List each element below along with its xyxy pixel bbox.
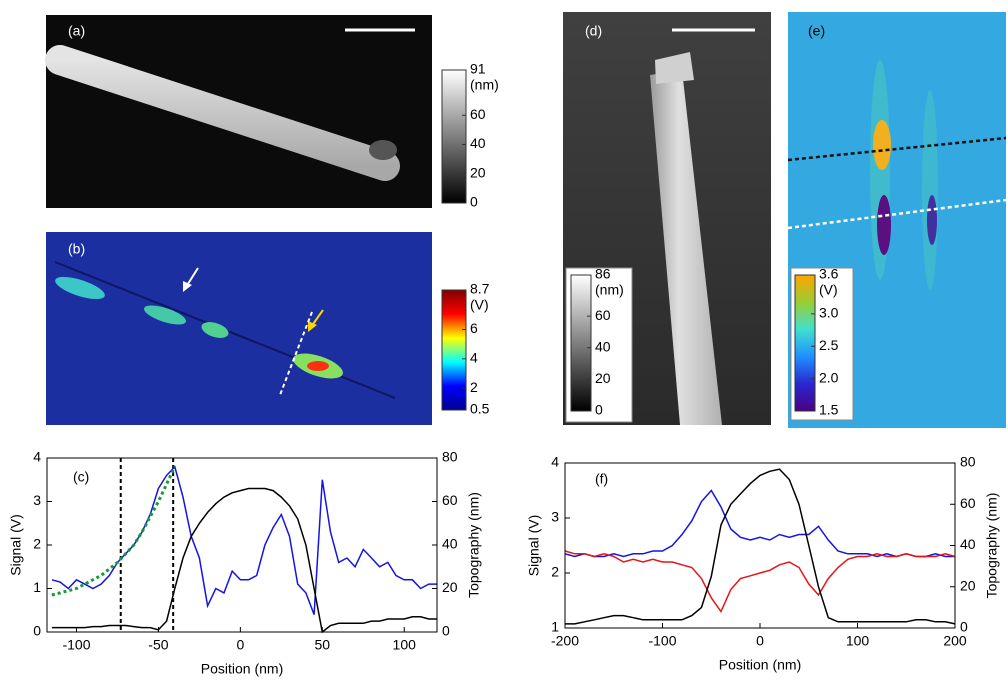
colorbar-tick-label: 40	[595, 338, 611, 354]
x-tick-label: 0	[236, 637, 244, 653]
y2-tick-label: 80	[960, 454, 976, 470]
y-tick-label: 1	[33, 579, 41, 595]
y-tick-label: 3	[551, 509, 559, 525]
y-axis-label: Signal (V)	[526, 515, 542, 576]
colorbar-tick-label: 6	[470, 320, 478, 336]
colorbar-unit: (V)	[470, 297, 489, 313]
colorbar-tick-label: 0	[470, 194, 478, 210]
y-tick-label: 1	[551, 619, 559, 635]
colorbar	[570, 274, 592, 412]
y2-tick-label: 20	[442, 579, 458, 595]
colorbar-tick-label: 3.0	[819, 305, 839, 321]
data-line	[564, 550, 956, 614]
colorbar-tick-label: 0.5	[470, 401, 490, 417]
panel-label: (e)	[808, 23, 825, 39]
y2-tick-label: 80	[442, 449, 458, 465]
panel-label: (d)	[585, 23, 602, 39]
y2-axis-label: Topography (nm)	[984, 493, 1000, 599]
colorbar-tick-label: 20	[470, 164, 486, 180]
colorbar-tick-label: 20	[595, 370, 611, 386]
panel-label: (a)	[68, 23, 85, 39]
colorbar-tick-label: 2.0	[819, 369, 839, 385]
data-line	[51, 465, 437, 615]
colorbar-tick-label: 60	[595, 307, 611, 323]
x-tick-label: 0	[756, 633, 764, 649]
y2-tick-label: 40	[442, 536, 458, 552]
image-b	[46, 232, 432, 425]
panel-label: (f)	[595, 471, 608, 487]
colorbar	[441, 69, 467, 204]
x-tick-label: -50	[148, 637, 168, 653]
y-tick-label: 2	[551, 564, 559, 580]
x-tick-label: -200	[551, 633, 579, 649]
x-axis-label: Position (nm)	[719, 657, 801, 673]
y-tick-label: 3	[33, 492, 41, 508]
colorbar-unit: (V)	[819, 282, 838, 298]
colorbar	[441, 289, 467, 411]
x-tick-label: 200	[943, 633, 967, 649]
colorbar-tick-label: 0	[595, 402, 603, 418]
data-line	[51, 466, 177, 597]
y2-tick-label: 20	[960, 577, 976, 593]
panel-label: (b)	[68, 241, 85, 257]
y-tick-label: 4	[551, 454, 559, 470]
colorbar-tick-label: 8.7	[470, 281, 490, 297]
y2-tick-label: 60	[960, 495, 976, 511]
y-tick-label: 2	[33, 536, 41, 552]
y2-axis-label: Topography (nm)	[466, 492, 482, 598]
colorbar-tick-label: 2	[470, 379, 478, 395]
colorbar-tick-label: 91	[470, 61, 486, 77]
y2-tick-label: 0	[442, 623, 450, 639]
x-tick-label: -100	[648, 633, 676, 649]
data-line	[51, 487, 437, 634]
colorbar-tick-label: 1.5	[819, 402, 839, 418]
y-tick-label: 4	[33, 449, 41, 465]
y2-tick-label: 60	[442, 492, 458, 508]
data-line	[564, 489, 955, 558]
y-axis-label: Signal (V)	[8, 514, 24, 575]
y2-tick-label: 40	[960, 536, 976, 552]
x-tick-label: -100	[62, 637, 90, 653]
colorbar	[794, 274, 816, 412]
colorbar-tick-label: 3.6	[819, 266, 839, 282]
colorbar-tick-label: 86	[595, 266, 611, 282]
x-axis-label: Position (nm)	[201, 661, 283, 677]
panel-label: (c)	[73, 469, 89, 485]
colorbar-tick-label: 40	[470, 135, 486, 151]
y-tick-label: 0	[33, 623, 41, 639]
colorbar-unit: (nm)	[470, 77, 499, 93]
x-tick-label: 100	[846, 633, 870, 649]
colorbar-tick-label: 2.5	[819, 337, 839, 353]
x-tick-label: 100	[393, 637, 417, 653]
plot-frame	[564, 462, 956, 629]
data-line	[565, 468, 956, 625]
image-e	[787, 12, 1007, 428]
image-a	[45, 15, 432, 208]
y2-tick-label: 0	[960, 619, 968, 635]
colorbar-tick-label: 60	[470, 106, 486, 122]
plot-frame	[46, 457, 438, 633]
colorbar-unit: (nm)	[595, 282, 624, 298]
colorbar-tick-label: 4	[470, 349, 478, 365]
image-d	[563, 12, 771, 425]
x-tick-label: 50	[315, 637, 331, 653]
